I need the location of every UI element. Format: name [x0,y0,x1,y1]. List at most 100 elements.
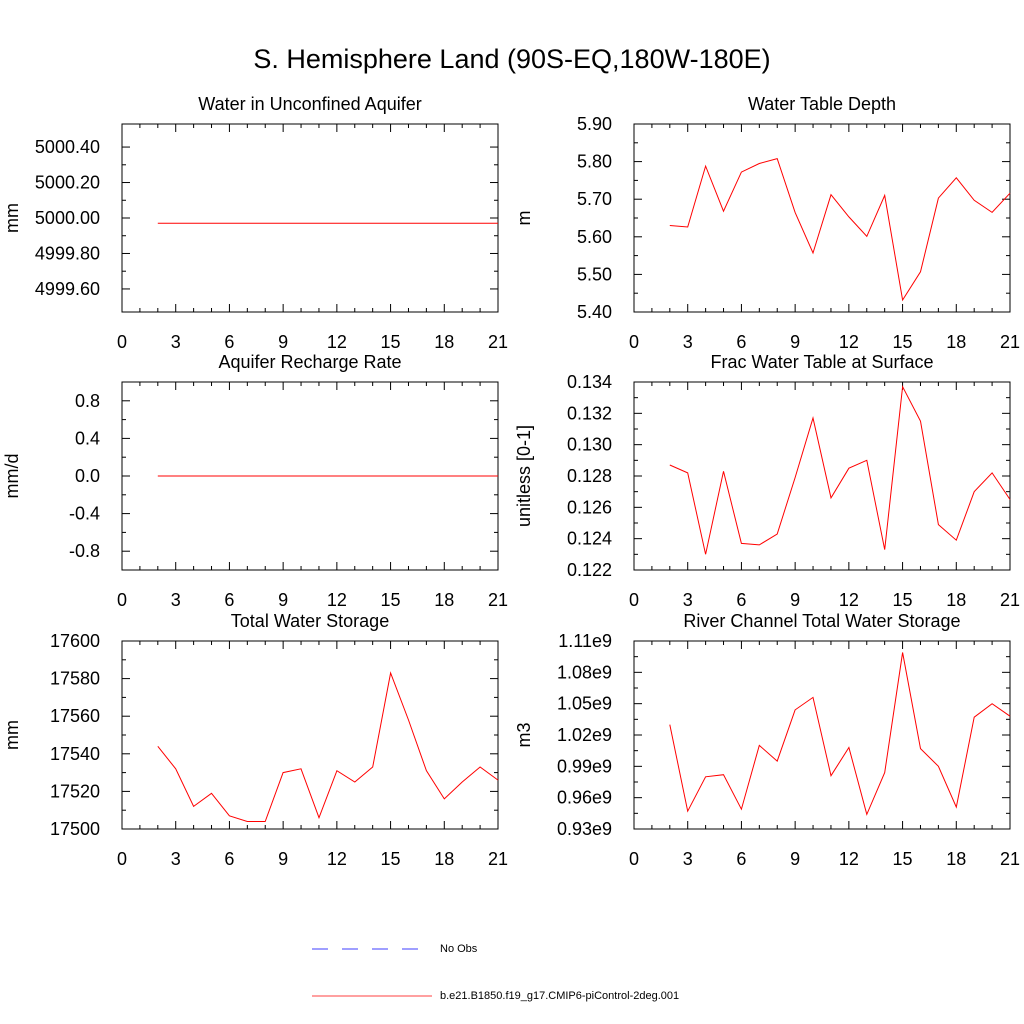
x-tick-label: 3 [683,332,693,352]
page-title: S. Hemisphere Land (90S-EQ,180W-180E) [253,44,771,74]
y-axis-label: m [514,211,534,226]
y-axis-label: mm/d [2,454,22,499]
x-tick-label: 15 [381,849,401,869]
y-tick-label: 5.90 [577,114,612,134]
x-tick-label: 0 [117,849,127,869]
x-tick-label: 18 [434,332,454,352]
x-tick-label: 6 [736,332,746,352]
y-tick-label: 0.130 [567,435,612,455]
y-tick-label: 0.4 [75,428,100,448]
x-tick-label: 18 [946,332,966,352]
x-tick-label: 9 [278,849,288,869]
y-tick-label: 0.93e9 [557,819,612,839]
series-line [669,385,1011,555]
y-tick-label: 5.40 [577,302,612,322]
x-tick-label: 15 [893,590,913,610]
y-tick-label: 5000.20 [35,173,100,193]
series-line [669,157,1011,302]
x-tick-label: 12 [839,590,859,610]
y-tick-label: 0.134 [567,372,612,392]
x-tick-label: 21 [1000,590,1020,610]
series-line [669,652,1011,816]
x-tick-label: 15 [893,849,913,869]
chart-panel-4: Frac Water Table at Surface unitless [0-1… [514,352,1020,610]
x-tick-label: 9 [790,332,800,352]
x-tick-label: 0 [629,332,639,352]
x-tick-label: 21 [1000,332,1020,352]
x-tick-label: 6 [224,332,234,352]
x-tick-label: 15 [893,332,913,352]
y-tick-label: 5.60 [577,227,612,247]
y-tick-label: 5.70 [577,189,612,209]
x-tick-label: 3 [171,590,181,610]
x-tick-label: 15 [381,590,401,610]
x-tick-label: 3 [683,849,693,869]
x-tick-label: 12 [327,332,347,352]
x-tick-label: 6 [224,590,234,610]
y-tick-label: 5000.40 [35,137,100,157]
y-tick-label: 0.124 [567,529,612,549]
y-tick-label: 0.128 [567,466,612,486]
x-tick-label: 18 [946,590,966,610]
y-tick-label: 0.0 [75,466,100,486]
y-tick-label: 17580 [50,669,100,689]
x-tick-label: 21 [488,332,508,352]
y-tick-label: 0.122 [567,560,612,580]
y-axis-label: unitless [0-1] [514,425,534,527]
plot-frame [633,381,1011,571]
x-tick-label: 21 [488,849,508,869]
chart-panel-5: Total Water Storage mm 0 3 6 9 12 15 18 21 17500 17… [2,611,508,869]
chart-title: Water Table Depth [748,94,896,114]
x-tick-label: 9 [790,590,800,610]
legend-obs-label: No Obs [440,943,478,955]
chart-title: Aquifer Recharge Rate [218,352,401,372]
x-tick-label: 21 [1000,849,1020,869]
legend-model-label: b.e21.B1850.f19_g17.CMIP6-piControl-2deg… [440,990,680,1002]
y-tick-label: 0.8 [75,391,100,411]
chart-title: River Channel Total Water Storage [683,611,960,631]
y-tick-label: 5.50 [577,264,612,284]
y-tick-label: 17540 [50,744,100,764]
y-tick-label: 0.132 [567,403,612,423]
x-tick-label: 12 [839,332,859,352]
x-tick-label: 9 [790,849,800,869]
x-tick-label: 0 [629,849,639,869]
x-tick-label: 6 [224,849,234,869]
y-tick-label: 1.05e9 [557,694,612,714]
x-tick-label: 18 [434,590,454,610]
x-tick-label: 0 [629,590,639,610]
y-tick-label: 0.126 [567,497,612,517]
x-tick-label: 18 [434,849,454,869]
chart-title: Frac Water Table at Surface [710,352,933,372]
y-tick-label: 17600 [50,631,100,651]
chart-panel-1: Water in Unconfined Aquifer mm 0 3 6 9 12 15 18 2… [2,94,508,352]
x-tick-label: 3 [171,849,181,869]
x-tick-label: 12 [839,849,859,869]
chart-title: Total Water Storage [231,611,389,631]
x-tick-label: 0 [117,590,127,610]
chart-panel-3: Aquifer Recharge Rate mm/d 0 3 6 9 12 15 18 21 -0.… [2,352,508,610]
y-tick-label: -0.4 [69,504,100,524]
x-tick-label: 21 [488,590,508,610]
y-tick-label: 17500 [50,819,100,839]
chart-panel-6: River Channel Total Water Storage m3 0 3 6 9 1… [514,611,1020,869]
y-tick-label: 4999.60 [35,279,100,299]
x-tick-label: 0 [117,332,127,352]
y-tick-label: 17520 [50,781,100,801]
x-tick-label: 9 [278,590,288,610]
x-tick-label: 3 [683,590,693,610]
x-tick-label: 9 [278,332,288,352]
y-tick-label: 0.99e9 [557,756,612,776]
chart-panel-2: Water Table Depth m 0 3 6 9 12 15 18 21 5.40 5.50 5.… [514,94,1020,352]
y-tick-label: 0.96e9 [557,788,612,808]
x-tick-label: 12 [327,590,347,610]
chart-title: Water in Unconfined Aquifer [198,94,421,114]
series-line [157,671,499,822]
x-tick-label: 6 [736,849,746,869]
y-tick-label: -0.8 [69,541,100,561]
y-tick-label: 5.80 [577,152,612,172]
y-tick-label: 1.08e9 [557,662,612,682]
y-axis-label: mm [2,203,22,233]
y-tick-label: 1.02e9 [557,725,612,745]
